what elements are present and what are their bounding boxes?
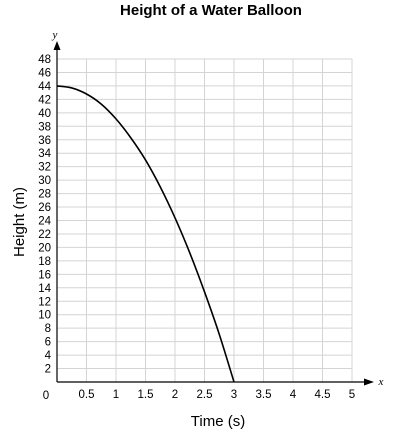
- x-tick-label: 2.5: [197, 389, 213, 401]
- origin-label: 0: [43, 390, 49, 402]
- tick-labels: 0.5 1 1.5 2 2.5 3 3.5 4 4.5 524681012141618202224…: [38, 54, 355, 401]
- x-tick-label: 4.5: [315, 389, 331, 401]
- x-tick-label: 5: [349, 389, 355, 401]
- y-axis-arrow: [53, 41, 61, 50]
- x-tick-label: 0.5: [79, 389, 95, 401]
- x-tick-label: 3: [231, 389, 237, 401]
- x-tick-label: 1: [113, 389, 119, 401]
- x-tick-label: 4: [290, 389, 297, 401]
- y-tick-label: 24: [38, 216, 51, 228]
- y-tick-label: 8: [45, 323, 51, 335]
- y-tick-label: 10: [38, 310, 51, 322]
- x-axis-variable: x: [378, 376, 384, 388]
- y-tick-label: 16: [38, 269, 51, 281]
- x-tick-label: 1.5: [138, 389, 154, 401]
- x-axis-arrow: [364, 378, 374, 386]
- y-tick-label: 46: [38, 67, 51, 79]
- y-tick-label: 6: [45, 337, 51, 349]
- axes: [53, 41, 374, 386]
- y-tick-label: 38: [38, 121, 51, 133]
- y-tick-label: 40: [38, 108, 51, 120]
- y-tick-label: 28: [38, 189, 51, 201]
- x-tick-label: 2: [172, 389, 178, 401]
- y-tick-label: 34: [38, 148, 51, 160]
- y-tick-label: 12: [38, 296, 51, 308]
- y-axis-variable: y: [52, 29, 58, 41]
- y-tick-label: 18: [38, 256, 51, 268]
- y-tick-label: 44: [38, 81, 51, 93]
- y-tick-label: 2: [45, 364, 51, 376]
- y-tick-label: 32: [38, 162, 51, 174]
- x-axis-label: Time (s): [191, 413, 245, 430]
- y-tick-label: 20: [38, 242, 51, 254]
- y-axis-label: Height (m): [11, 187, 28, 257]
- y-tick-label: 42: [38, 94, 51, 106]
- y-tick-label: 36: [38, 135, 51, 147]
- y-tick-label: 26: [38, 202, 51, 214]
- x-tick-label: 3.5: [256, 389, 272, 401]
- y-tick-label: 14: [38, 283, 51, 295]
- y-tick-label: 48: [38, 54, 51, 66]
- y-tick-label: 22: [38, 229, 51, 241]
- grid: [57, 58, 353, 382]
- y-tick-label: 4: [45, 350, 52, 362]
- height-curve: [56, 85, 235, 383]
- y-tick-label: 30: [38, 175, 51, 187]
- chart-title: Height of a Water Balloon: [120, 2, 302, 19]
